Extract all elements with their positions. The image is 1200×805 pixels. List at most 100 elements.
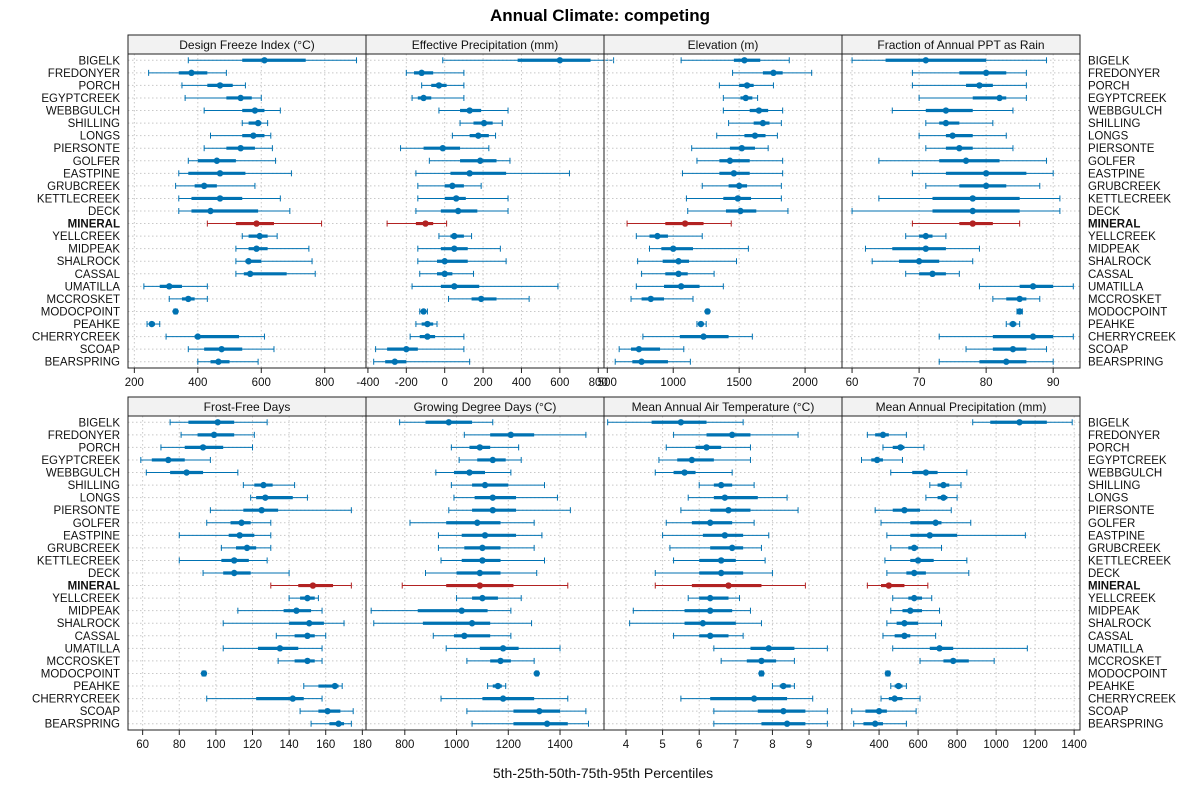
panel-3: Fraction of Annual PPT as Rain 60 70 80 90 — [841, 34, 1081, 389]
median-point — [875, 707, 883, 715]
x-tick-label: 600 — [252, 377, 271, 389]
median-point — [453, 195, 460, 202]
median-point — [675, 270, 682, 277]
site-label-right: YELLCREEK — [1088, 231, 1156, 243]
site-label-left: LONGS — [80, 493, 121, 505]
site-label-right: WEBBGULCH — [1088, 106, 1162, 118]
site-label-left: SHILLING — [68, 118, 120, 130]
median-point — [654, 232, 661, 240]
site-label-right: WEBBGULCH — [1088, 468, 1162, 480]
site-label-right: DECK — [1088, 568, 1120, 580]
median-point — [468, 620, 476, 627]
site-label-right: MCCROSKET — [1088, 294, 1161, 306]
median-point — [982, 170, 990, 177]
median-point — [897, 444, 904, 451]
median-point — [474, 519, 481, 526]
median-point — [479, 544, 486, 552]
site-label-left: PEAHKE — [73, 319, 120, 331]
median-point — [238, 519, 245, 526]
panel-6: Mean Annual Air Temperature (°C) 4 5 6 7 8 9 — [603, 396, 843, 751]
median-point — [253, 245, 260, 252]
median-point — [706, 594, 714, 602]
site-label-left: MODOCPOINT — [41, 668, 120, 680]
site-label-left: CASSAL — [75, 269, 121, 281]
site-label-left: YELLCREEK — [52, 593, 120, 605]
median-point — [194, 333, 202, 340]
median-point — [969, 207, 976, 215]
median-point — [697, 320, 705, 328]
median-point — [543, 720, 551, 727]
median-point — [237, 94, 244, 102]
site-label-right: GOLFER — [1088, 518, 1135, 530]
x-tick-label: 60 — [136, 739, 149, 751]
median-point — [461, 632, 468, 639]
median-point — [1029, 283, 1037, 290]
median-point — [218, 345, 225, 353]
site-label-right: PEAHKE — [1088, 681, 1135, 693]
x-tick-label: 600 — [550, 377, 569, 389]
x-tick-label: 500 — [598, 377, 617, 389]
site-label-left: PEAHKE — [73, 681, 120, 693]
median-point — [230, 569, 238, 577]
median-point — [738, 145, 745, 152]
site-label-left: KETTLECREEK — [37, 555, 120, 567]
x-tick-label: 2000 — [792, 377, 818, 389]
median-point — [758, 670, 765, 677]
median-point — [335, 720, 342, 727]
median-point — [942, 107, 950, 114]
panel-title: Design Freeze Index (°C) — [179, 38, 315, 52]
median-point — [969, 195, 976, 202]
median-point — [331, 682, 339, 690]
median-point — [188, 69, 195, 77]
median-point — [770, 69, 777, 77]
x-tick-label: 120 — [243, 739, 262, 751]
x-tick-label: 80 — [980, 377, 993, 389]
site-label-right: MODOCPOINT — [1088, 306, 1167, 318]
site-label-left: EGYPTCREEK — [41, 455, 120, 467]
median-point — [441, 270, 448, 277]
panel-0: Design Freeze Index (°C) 200 400 600 800 — [125, 34, 367, 389]
site-label-right: GRUBCREEK — [1088, 543, 1161, 555]
x-tick-label: 400 — [869, 739, 888, 751]
median-point — [949, 132, 956, 139]
site-label-right: LONGS — [1088, 131, 1129, 143]
site-label-right: EGYPTCREEK — [1088, 93, 1167, 105]
site-label-left: SHALROCK — [57, 256, 121, 268]
median-point — [499, 695, 507, 702]
median-point — [481, 532, 489, 539]
x-tick-label: 100 — [206, 739, 225, 751]
panel-7: Mean Annual Precipitation (mm) 400 600 800 1… — [841, 396, 1087, 751]
site-label-left: DECK — [88, 206, 120, 218]
x-tick-label: 800 — [315, 377, 334, 389]
site-label-right: DECK — [1088, 206, 1120, 218]
median-point — [741, 57, 748, 64]
median-point — [480, 119, 488, 127]
median-point — [725, 507, 732, 514]
median-point — [721, 494, 729, 501]
site-label-left: BIGELK — [78, 55, 120, 67]
median-point — [306, 620, 313, 627]
site-label-right: EGYPTCREEK — [1088, 455, 1167, 467]
median-point — [466, 170, 473, 177]
x-tick-label: 6 — [696, 739, 702, 751]
median-point — [441, 258, 448, 265]
x-tick-label: 70 — [913, 377, 926, 389]
site-label-right: PORCH — [1088, 442, 1130, 454]
median-point — [703, 444, 710, 451]
median-point — [728, 544, 736, 552]
site-label-left: PIERSONTE — [54, 505, 121, 517]
median-point — [439, 145, 446, 152]
x-tick-label: 180 — [353, 739, 372, 751]
site-label-right: CASSAL — [1088, 269, 1134, 281]
median-point — [451, 232, 458, 240]
panel-frame — [841, 53, 1081, 369]
median-point — [165, 456, 172, 464]
median-point — [199, 444, 207, 451]
median-point — [922, 57, 930, 64]
x-tick-label: 90 — [1047, 377, 1060, 389]
median-point — [728, 431, 736, 439]
median-point — [260, 481, 267, 489]
site-label-left: LONGS — [80, 131, 121, 143]
site-label-right: CHERRYCREEK — [1088, 694, 1176, 706]
median-point — [458, 607, 465, 614]
